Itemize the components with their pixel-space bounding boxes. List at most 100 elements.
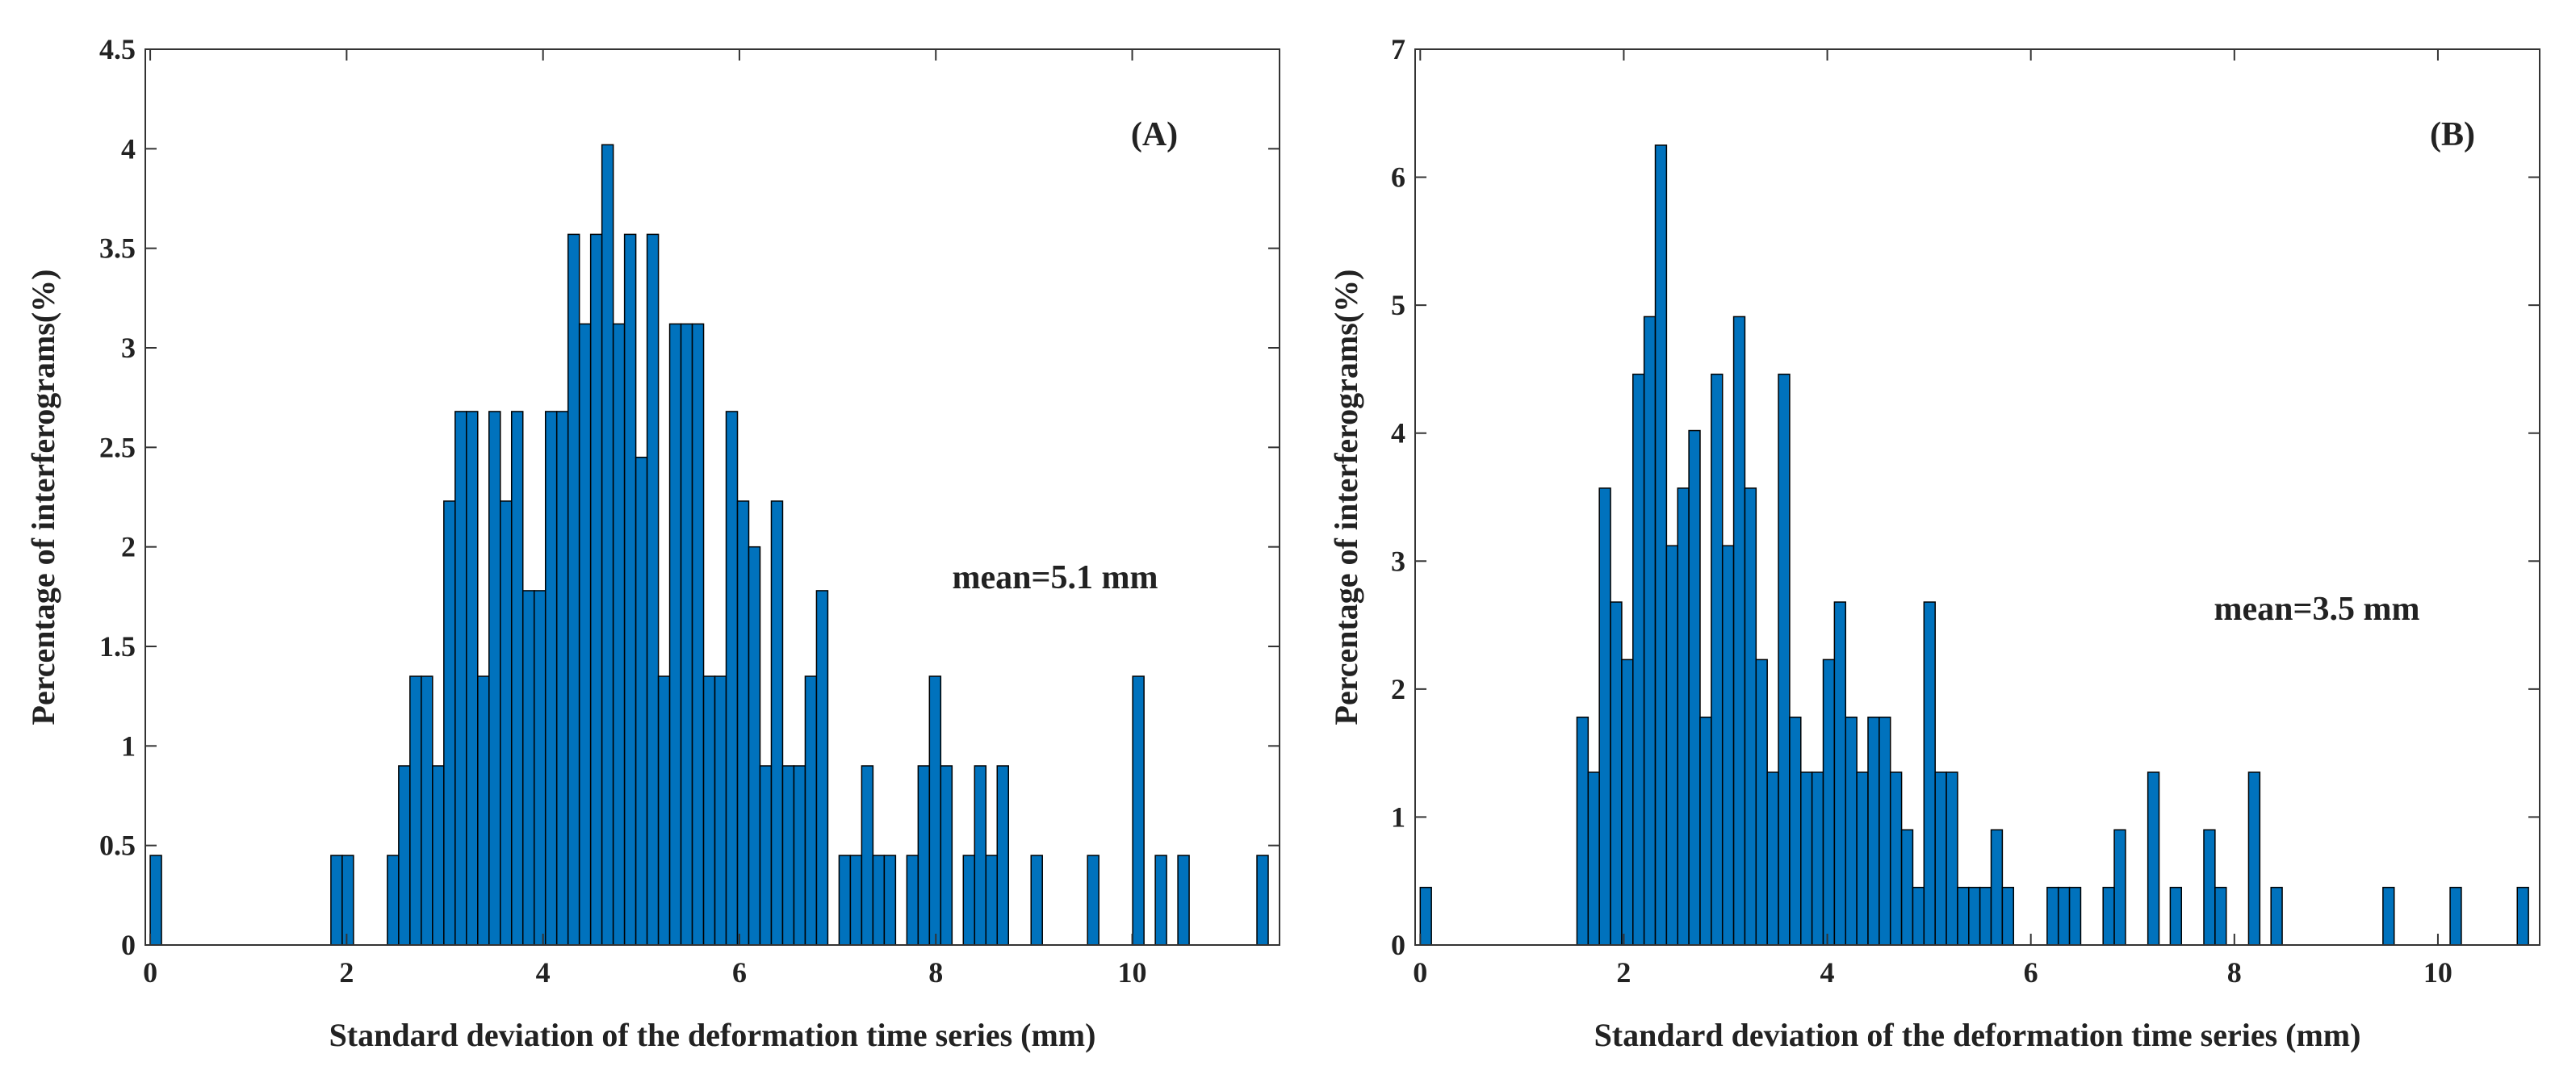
y-tick-label: 1.5 (99, 630, 136, 663)
x-tick-label: 6 (732, 956, 747, 989)
bar (1879, 716, 1891, 946)
bar (623, 233, 637, 946)
bar (996, 765, 1010, 946)
bar (974, 765, 987, 946)
bar (1856, 771, 1869, 946)
bar (454, 411, 467, 946)
bar (601, 144, 614, 946)
y-tick-label: 3 (121, 332, 136, 364)
y-tick-label: 3.5 (99, 232, 136, 265)
y-tick-label: 5 (1391, 289, 1405, 321)
bar (759, 765, 773, 946)
bar (1087, 855, 1100, 946)
bar (2068, 886, 2082, 946)
x-tick-label: 2 (1616, 956, 1631, 989)
x-tick-label: 2 (339, 956, 354, 989)
bar (432, 765, 445, 946)
y-tick-label: 0 (121, 929, 136, 961)
y-axis-label: Percentage of interferograms(%) (25, 270, 61, 725)
bar (443, 500, 456, 946)
bar (725, 411, 739, 946)
bar (804, 675, 818, 946)
bar (1990, 829, 2004, 946)
bar (2057, 886, 2071, 946)
bar (1744, 487, 1757, 946)
bar (1923, 601, 1936, 946)
bar (1957, 886, 1970, 946)
x-axis-label: Standard deviation of the deformation ti… (329, 1017, 1096, 1053)
bar (2270, 886, 2283, 946)
bar (1132, 675, 1145, 946)
bar (2449, 886, 2462, 946)
bar (1755, 659, 1768, 946)
bar (1654, 144, 1668, 946)
bar (691, 323, 705, 946)
bar (488, 411, 501, 946)
bar (1587, 771, 1600, 946)
bar (1688, 429, 1701, 946)
bar (341, 855, 354, 946)
x-tick-label: 0 (143, 956, 157, 989)
bar (1900, 829, 1914, 946)
y-tick-label: 0 (1391, 929, 1405, 961)
bar (2516, 886, 2529, 946)
bar (2169, 886, 2183, 946)
bar (781, 765, 795, 946)
bar (646, 233, 660, 946)
y-tick-label: 2.5 (99, 431, 136, 463)
bar (1845, 716, 1858, 946)
bar (1800, 771, 1813, 946)
bar (872, 855, 886, 946)
bar (940, 765, 953, 946)
bar (702, 675, 716, 946)
x-tick-label: 4 (1820, 956, 1835, 989)
y-tick-label: 2 (1391, 673, 1405, 705)
y-tick-label: 6 (1391, 161, 1405, 194)
bar (1610, 601, 1623, 946)
x-tick-label: 8 (2227, 956, 2242, 989)
bar (917, 765, 931, 946)
bar (1699, 716, 1712, 946)
bar (555, 411, 569, 946)
bar (2247, 771, 2261, 946)
bar (668, 323, 682, 946)
bar (421, 675, 434, 946)
y-axis-label: Percentage of interferograms(%) (1328, 270, 1364, 725)
y-tick-label: 4 (121, 132, 136, 165)
bar (2382, 886, 2395, 946)
bar (1576, 716, 1590, 946)
bar (838, 855, 852, 946)
bar (815, 590, 829, 946)
bar (1621, 659, 1634, 946)
bar (544, 411, 558, 946)
panel-label: (B) (2430, 116, 2475, 153)
bar (1177, 855, 1190, 946)
bar (2147, 771, 2160, 946)
bar (883, 855, 897, 946)
bar (861, 765, 874, 946)
bar (736, 500, 750, 946)
bar (533, 590, 547, 946)
y-tick-label: 4 (1391, 417, 1405, 450)
x-tick-label: 8 (928, 956, 943, 989)
bar (1867, 716, 1880, 946)
y-tick-label: 1 (1391, 801, 1405, 833)
bar (1833, 601, 1846, 946)
bar (499, 500, 513, 946)
x-axis-label: Standard deviation of the deformation ti… (1594, 1017, 2361, 1053)
panel-label: (A) (1131, 116, 1178, 153)
bar (1665, 545, 1678, 946)
bar (1711, 374, 1724, 946)
bar (1598, 487, 1611, 946)
axes-box (1414, 48, 2540, 946)
y-tick-label: 3 (1391, 545, 1405, 577)
bar (387, 855, 400, 946)
bar (466, 411, 479, 946)
bar (1677, 487, 1690, 946)
bar (398, 765, 411, 946)
y-tick-label: 7 (1391, 33, 1405, 65)
bar (1946, 771, 1958, 946)
bar (2046, 886, 2059, 946)
bar (985, 855, 999, 946)
bar (793, 765, 806, 946)
